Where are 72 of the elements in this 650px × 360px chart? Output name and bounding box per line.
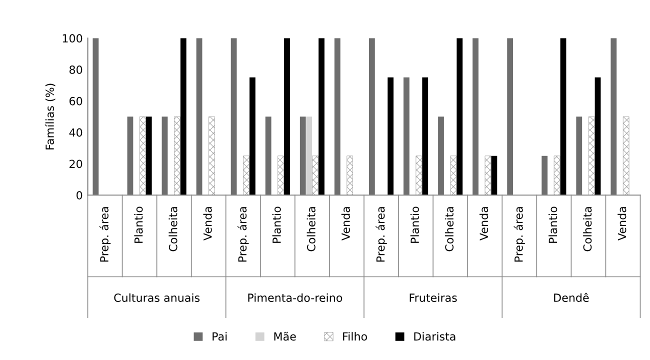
- x-tick-label: Prep. área: [99, 207, 111, 262]
- x-tick-label: Plantio: [410, 206, 420, 243]
- bar: [416, 156, 422, 196]
- bar: [334, 38, 340, 196]
- bar: [472, 38, 478, 196]
- text: Fruteiras: [410, 293, 457, 302]
- x-tick-label: Plantio: [134, 206, 143, 243]
- legend-label: Diarista: [414, 332, 456, 341]
- y-tick-label: 100: [62, 34, 82, 43]
- x-tick-label: Venda: [479, 207, 488, 240]
- x-tick-label: Prep. área: [514, 207, 525, 262]
- y-tick-label: 40: [69, 128, 82, 137]
- bar: [162, 116, 168, 196]
- y-tick-label: 0: [76, 191, 82, 200]
- text: Culturas anuais: [114, 293, 200, 302]
- x-tick-label: Colheita: [444, 207, 454, 252]
- bar: [300, 116, 306, 196]
- bar: [230, 38, 237, 196]
- y-tick-label: 20: [70, 160, 82, 168]
- legend-label: Filho: [343, 332, 367, 341]
- bar: [139, 116, 146, 196]
- bar: [610, 38, 617, 196]
- y-axis-title: Famílias (%): [44, 84, 56, 150]
- bar: [180, 38, 186, 196]
- x-tick-label: Colheita: [306, 207, 316, 252]
- bar: [554, 156, 560, 196]
- bar: [284, 38, 290, 196]
- legend-label: Pai: [212, 332, 227, 341]
- bar: [318, 38, 324, 196]
- bar: [404, 77, 410, 196]
- bar: [542, 156, 548, 196]
- x-tick-label: Venda: [203, 207, 212, 240]
- bar: [588, 116, 595, 196]
- text: Dendê: [554, 292, 589, 302]
- x-tick-label: Colheita: [583, 207, 592, 252]
- bar: [127, 116, 134, 196]
- x-tick-label: Plantio: [548, 206, 558, 243]
- bar: [368, 38, 375, 196]
- x-tick-label: Venda: [618, 207, 626, 240]
- bar: [346, 156, 354, 196]
- bar: [278, 156, 284, 196]
- bar: [450, 156, 457, 196]
- x-tick-label: Plantio: [272, 206, 281, 243]
- bar: [146, 116, 152, 196]
- bar: [576, 116, 582, 196]
- bar: [208, 116, 215, 196]
- bar: [306, 116, 312, 196]
- bar: [196, 38, 202, 196]
- bar: [456, 38, 463, 196]
- x-tick-label: Venda: [341, 207, 350, 240]
- text: Pimenta-do-reino: [248, 293, 342, 302]
- legend-label: Mãe: [274, 332, 296, 341]
- bar: [438, 116, 444, 196]
- x-tick-label: Colheita: [168, 207, 178, 252]
- bar: [622, 116, 630, 196]
- x-tick-label: Prep. área: [376, 207, 387, 262]
- bar: [92, 38, 99, 196]
- bar: [174, 116, 180, 196]
- bar: [250, 77, 256, 196]
- bar: [422, 77, 428, 196]
- bar: [312, 156, 318, 196]
- bar: [388, 77, 394, 196]
- bar: [484, 156, 492, 196]
- y-tick-label: 80: [70, 66, 82, 74]
- x-tick-label: Prep. área: [238, 207, 249, 262]
- y-tick-label: 60: [70, 96, 82, 106]
- bar: [594, 77, 601, 196]
- bar: [265, 116, 272, 196]
- bar: [507, 38, 514, 196]
- bar: [243, 156, 250, 196]
- bar: [491, 156, 498, 196]
- bar: [560, 38, 566, 196]
